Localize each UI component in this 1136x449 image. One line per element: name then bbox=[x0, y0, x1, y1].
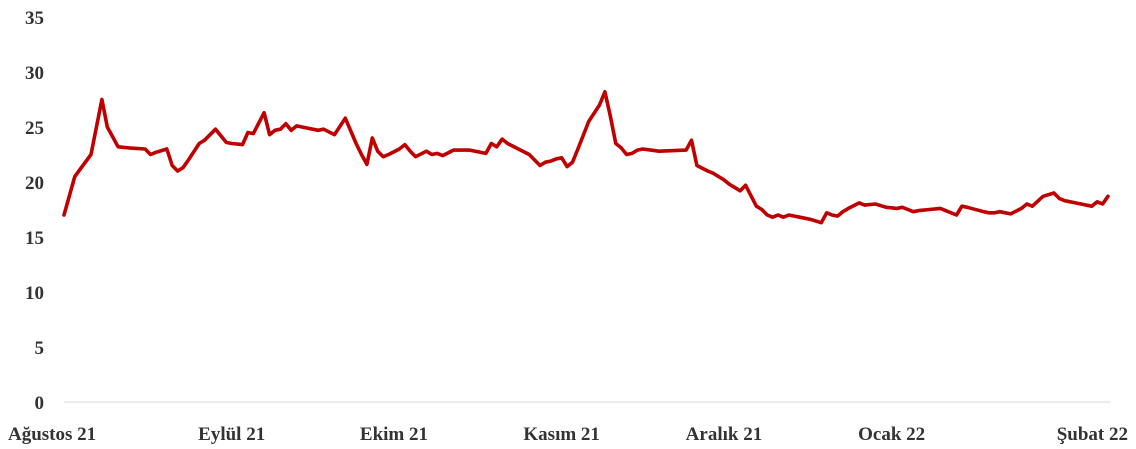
y-tick-label: 0 bbox=[35, 393, 45, 414]
x-tick-label: Aralık 21 bbox=[686, 424, 763, 445]
y-tick-label: 25 bbox=[25, 118, 44, 139]
x-tick-label: Ağustos 21 bbox=[8, 424, 96, 445]
y-tick-label: 35 bbox=[25, 8, 44, 29]
series-line bbox=[62, 90, 1110, 225]
y-tick-label: 5 bbox=[35, 338, 45, 359]
y-tick-label: 20 bbox=[25, 173, 44, 194]
x-tick-label: Ocak 22 bbox=[858, 424, 925, 445]
x-axis-tick-labels: Ağustos 21 Eylül 21 Ekim 21 Kasım 21 Aralık … bbox=[8, 424, 1128, 445]
x-tick-label: Kasım 21 bbox=[523, 424, 600, 445]
y-tick-label: 30 bbox=[25, 63, 44, 84]
x-tick-label: Şubat 22 bbox=[1057, 424, 1128, 445]
x-tick-label: Eylül 21 bbox=[198, 424, 265, 445]
x-tick-label: Ekim 21 bbox=[360, 424, 428, 445]
y-tick-label: 15 bbox=[25, 228, 44, 249]
y-tick-label: 10 bbox=[25, 283, 44, 304]
series-group bbox=[62, 90, 1110, 225]
y-axis-tick-labels: 0 5 10 15 20 25 30 35 bbox=[25, 8, 44, 414]
